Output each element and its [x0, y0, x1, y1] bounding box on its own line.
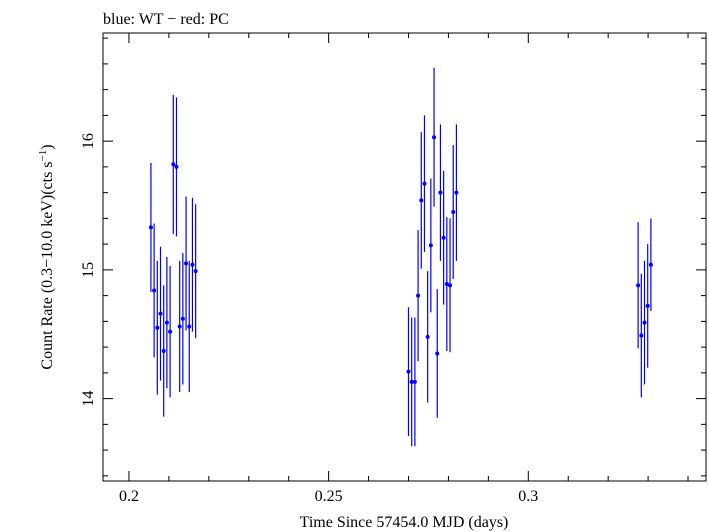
data-point	[435, 351, 440, 356]
data-point	[161, 348, 166, 353]
y-tick-label: 14	[80, 391, 97, 407]
data-point	[164, 320, 169, 325]
data-point	[412, 379, 417, 384]
data-point	[184, 261, 189, 266]
tick-labels: 0.2 0.25 0.3 14 15 16	[80, 133, 538, 505]
axis-ticks	[103, 33, 706, 481]
data-point	[177, 324, 182, 329]
y-axis-label: Count Rate (0.3−10.0 keV)(cts s−1)	[37, 144, 56, 369]
data-point	[432, 135, 437, 140]
data-point	[174, 164, 179, 169]
data-point	[438, 190, 443, 195]
x-tick-label: 0.3	[518, 488, 538, 505]
data-point	[155, 325, 160, 330]
data-point	[148, 225, 153, 230]
data-point	[419, 198, 424, 203]
data-point	[158, 311, 163, 316]
y-tick-label: 15	[80, 262, 97, 278]
data-point	[406, 369, 411, 374]
data-point	[171, 162, 176, 167]
data-point	[636, 283, 641, 288]
data-point	[416, 293, 421, 298]
x-axis-label: Time Since 57454.0 MJD (days)	[300, 514, 509, 531]
data-point	[168, 329, 173, 334]
data-point	[444, 282, 449, 287]
y-tick-label: 16	[80, 133, 97, 149]
data-point	[451, 209, 456, 214]
data-point	[190, 262, 195, 267]
data-point	[152, 288, 157, 293]
chart-title: blue: WT − red: PC	[103, 11, 229, 28]
data-point	[648, 262, 653, 267]
data-point	[409, 379, 414, 384]
y-axis-label-close: )	[39, 144, 56, 149]
data-point	[645, 303, 650, 308]
data-point	[180, 316, 185, 321]
x-tick-label: 0.2	[119, 488, 139, 505]
plot-frame	[102, 32, 707, 482]
data-point	[187, 324, 192, 329]
data-point	[193, 269, 198, 274]
data-point	[428, 243, 433, 248]
data-point	[422, 181, 427, 186]
data-point	[642, 320, 647, 325]
data-point	[454, 190, 459, 195]
data-point	[441, 235, 446, 240]
data-series	[148, 67, 653, 447]
data-point	[425, 334, 430, 339]
x-tick-label: 0.25	[315, 488, 343, 505]
y-axis-label-exponent: −1	[37, 150, 49, 162]
data-point	[639, 333, 644, 338]
y-axis-label-main: Count Rate (0.3−10.0 keV)(cts s	[39, 161, 56, 369]
data-point	[448, 283, 453, 288]
